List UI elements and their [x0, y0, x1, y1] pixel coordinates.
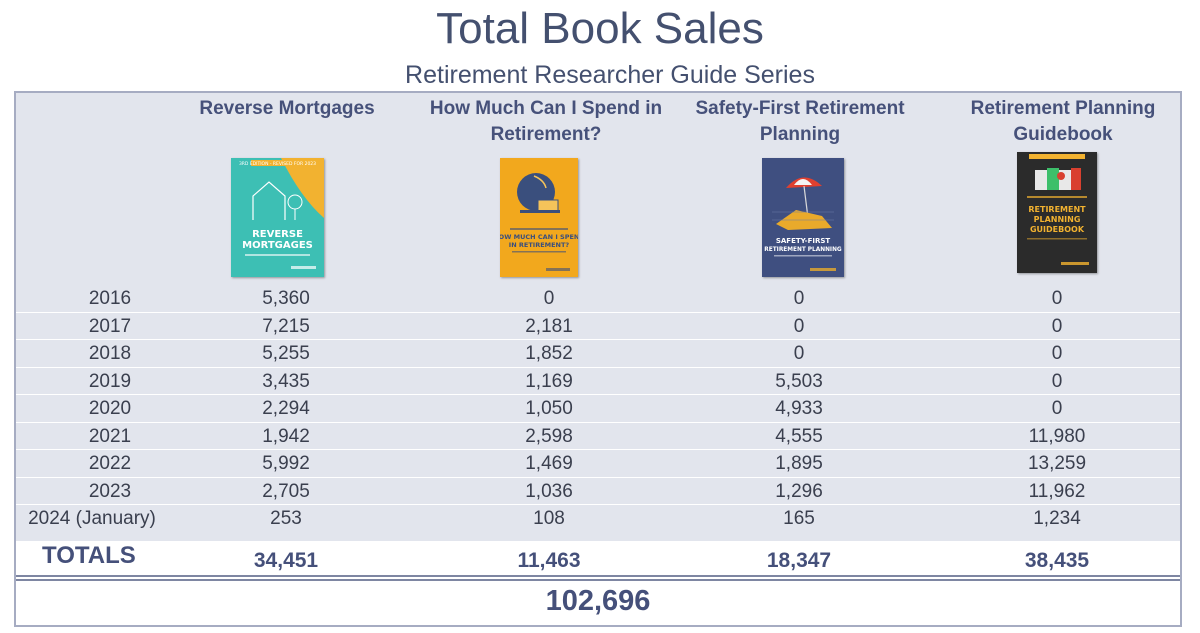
how-much-cover-icon: HOW MUCH CAN I SPEND IN RETIREMENT? [500, 158, 578, 277]
row-divider [16, 504, 1180, 505]
table-cell: 7,215 [262, 315, 310, 337]
table-cell: 5,992 [262, 453, 310, 474]
table-cell: 253 [270, 508, 302, 529]
page-subtitle: Retirement Researcher Guide Series [405, 61, 815, 89]
table-cell: 4,933 [775, 398, 823, 419]
svg-text:RETIREMENT: RETIREMENT [1028, 205, 1086, 214]
row-year-label: 2023 [88, 480, 132, 502]
column-header-reverse-mortgages: Reverse Mortgages [199, 98, 375, 119]
table-cell: 1,036 [525, 480, 573, 502]
column-header-safety-first: Safety-First Retirement Planning [695, 98, 905, 145]
totals-label: TOTALS [42, 542, 136, 569]
table-cell: 1,895 [775, 453, 823, 474]
total-guidebook: 38,435 [1024, 549, 1090, 572]
table-cell: 4,555 [775, 425, 823, 447]
table-cell: 0 [1051, 315, 1063, 337]
table-cell: 1,852 [525, 343, 573, 364]
svg-text:SAFETY-FIRST: SAFETY-FIRST [776, 237, 831, 245]
row-divider [16, 394, 1180, 395]
table-cell: 0 [1051, 370, 1063, 392]
table-cell: 1,296 [775, 480, 823, 502]
table-cell: 11,980 [1028, 425, 1086, 447]
table-cell: 13,259 [1027, 453, 1087, 474]
row-year-label: 2021 [88, 425, 132, 447]
table-cell: 0 [793, 288, 805, 309]
row-year-label: 2018 [88, 343, 132, 364]
column-header-how-much: How Much Can I Spend in Retirement? [429, 98, 663, 145]
table-cell: 2,598 [525, 425, 573, 447]
safety-first-cover-icon: SAFETY-FIRST RETIREMENT PLANNING [762, 158, 844, 277]
table-cell: 2,181 [525, 315, 573, 337]
table-cell: 3,435 [262, 370, 310, 392]
row-divider [16, 311, 1180, 313]
total-safety-first: 18,347 [766, 549, 832, 572]
table-cell: 108 [533, 508, 565, 529]
cover-banner: 3RD EDITION - REVISED FOR 2023 [239, 161, 316, 167]
totals-divider-bottom [16, 579, 1180, 581]
row-divider [16, 366, 1180, 368]
table-cell: 165 [783, 508, 815, 529]
table-cell: 1,942 [262, 425, 310, 447]
table-cell: 11,962 [1028, 480, 1086, 502]
table-cell: 0 [1051, 288, 1063, 309]
svg-text:IN RETIREMENT?: IN RETIREMENT? [509, 241, 570, 249]
svg-text:REVERSE: REVERSE [252, 229, 303, 240]
svg-text:HOW MUCH CAN I SPEND: HOW MUCH CAN I SPEND [500, 233, 578, 241]
sales-table: Reverse Mortgages How Much Can I Spend i… [14, 91, 1182, 627]
table-cell: 5,503 [775, 370, 823, 392]
table-cell: 1,169 [525, 370, 573, 392]
table-cell: 0 [1051, 343, 1063, 364]
table-cell: 5,360 [262, 288, 310, 309]
guidebook-cover-icon: RETIREMENT PLANNING GUIDEBOOK [1017, 152, 1097, 273]
row-year-label: 2019 [88, 370, 132, 392]
table-cell: 0 [793, 315, 805, 337]
row-divider [16, 339, 1180, 340]
row-year-label: 2022 [88, 453, 132, 474]
svg-text:PLANNING: PLANNING [1034, 215, 1081, 224]
total-reverse-mortgages: 34,451 [253, 549, 319, 572]
table-cell: 2,705 [262, 480, 310, 502]
grand-total: 102,696 [545, 585, 651, 617]
svg-text:MORTGAGES: MORTGAGES [242, 240, 313, 251]
table-cell: 5,255 [262, 343, 310, 364]
reverse-mortgages-cover-icon: 3RD EDITION - REVISED FOR 2023 REVERSE M… [231, 158, 324, 277]
row-divider [16, 449, 1180, 450]
table-cell: 1,234 [1033, 508, 1081, 529]
header-band [16, 93, 1180, 283]
row-divider [16, 421, 1180, 423]
row-year-label: 2016 [88, 288, 132, 309]
table-cell: 0 [543, 288, 555, 309]
table-cell: 2,294 [262, 398, 310, 419]
column-header-guidebook: Retirement Planning Guidebook [970, 98, 1156, 145]
page-title: Total Book Sales [436, 4, 764, 53]
svg-text:RETIREMENT PLANNING: RETIREMENT PLANNING [764, 247, 842, 253]
table-cell: 1,469 [525, 453, 573, 474]
row-year-label: 2017 [88, 315, 132, 337]
totals-divider-top [16, 575, 1180, 577]
table-cell: 0 [793, 343, 805, 364]
table-cell: 0 [1051, 398, 1063, 419]
body-band [16, 283, 1180, 541]
svg-text:GUIDEBOOK: GUIDEBOOK [1030, 225, 1085, 234]
table-cell: 1,050 [525, 398, 573, 419]
row-year-label: 2024 (January) [28, 508, 156, 529]
total-how-much: 11,463 [517, 549, 581, 572]
row-divider [16, 476, 1180, 478]
row-year-label: 2020 [88, 398, 132, 419]
